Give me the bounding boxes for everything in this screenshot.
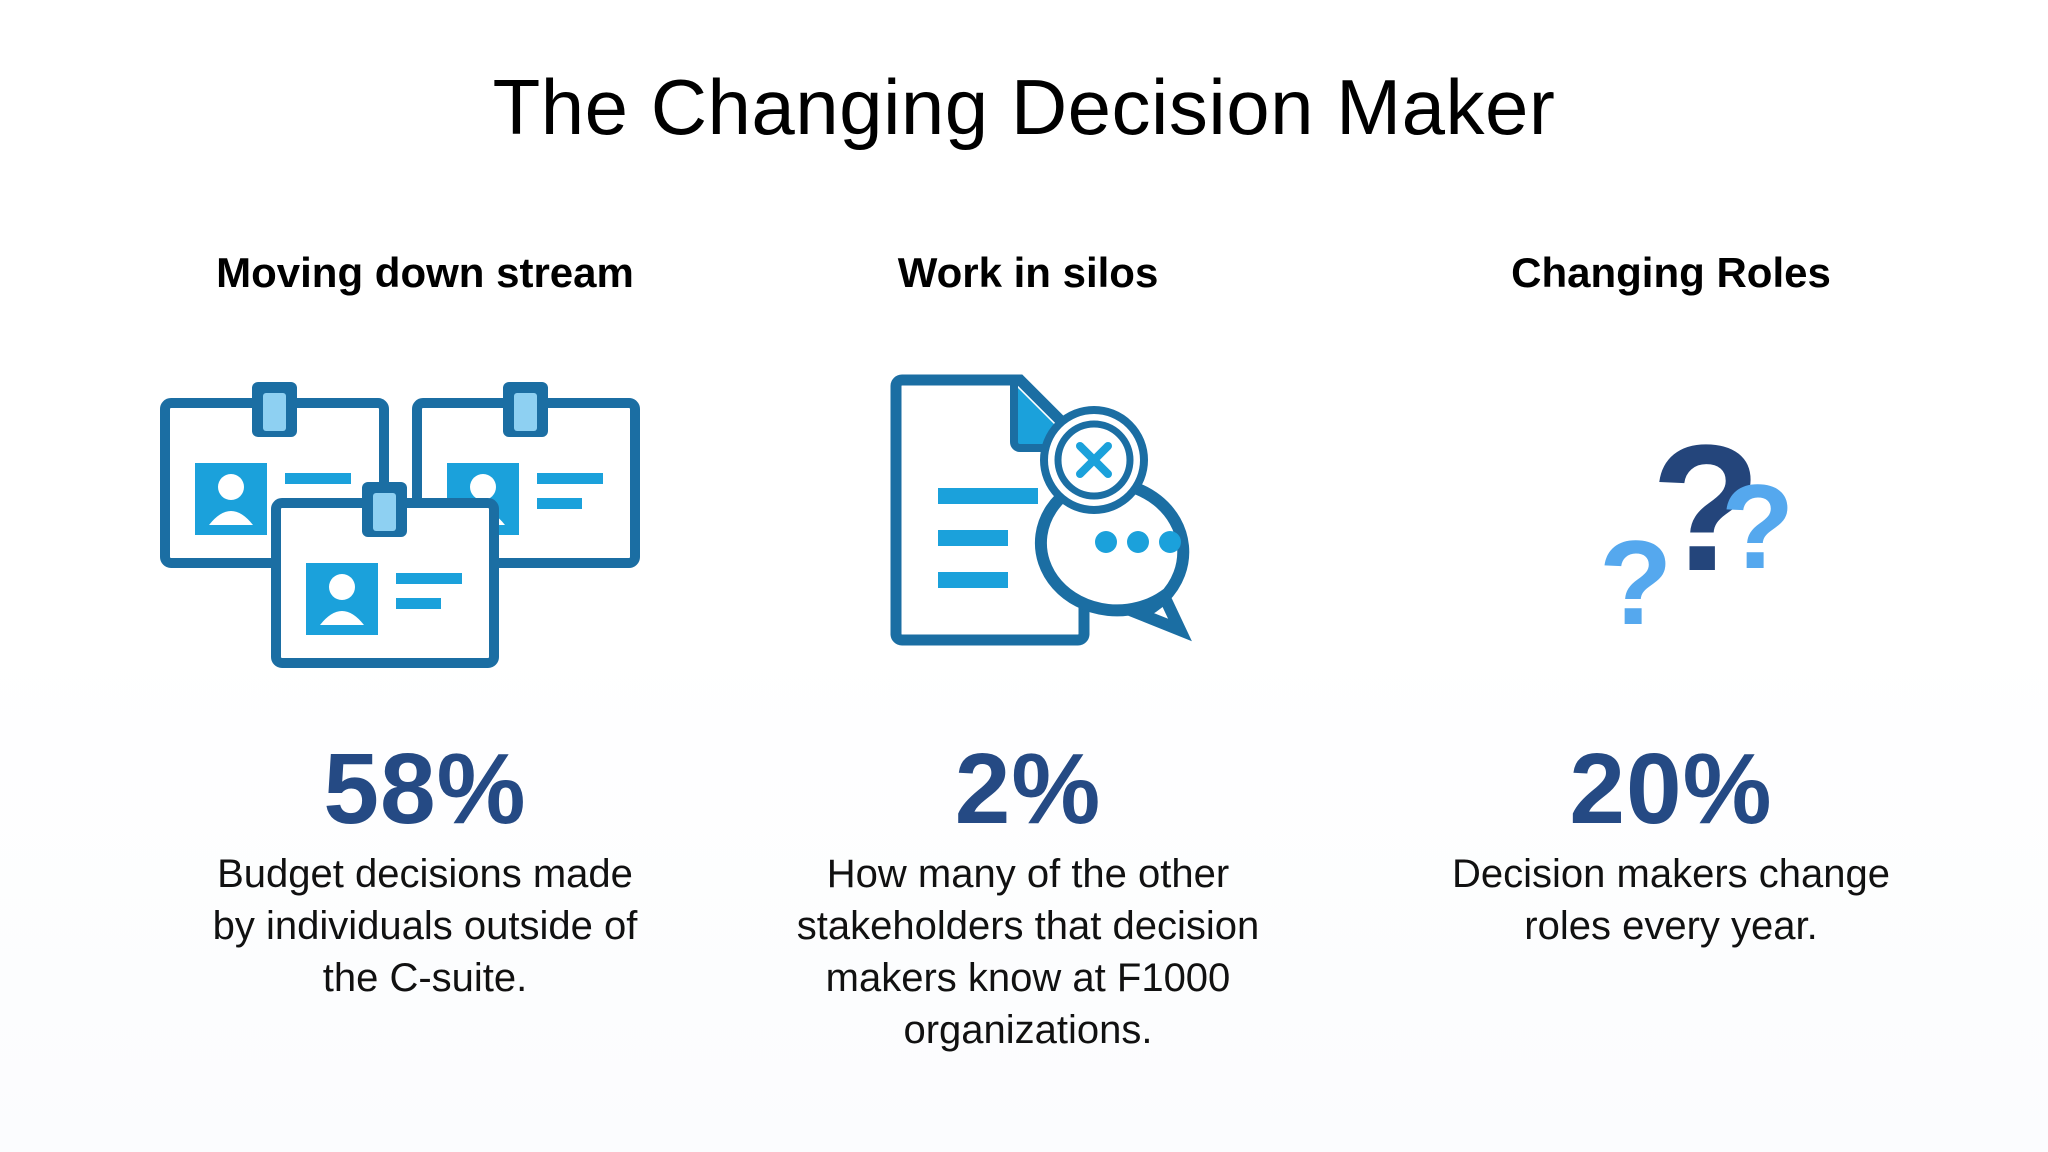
large-question-mark: ?: [1651, 408, 1761, 609]
column-changing-roles: Changing Roles ? ? ? 20% Decision makers…: [1331, 0, 2011, 1152]
document-chat-icon: [688, 370, 1368, 670]
description-line: the C-suite.: [322, 956, 528, 1000]
description-line: stakeholders that decision: [796, 904, 1260, 948]
question-marks-icon: ? ? ?: [1331, 370, 2011, 670]
description-line: roles every year.: [1524, 904, 1818, 948]
stat-description: How many of the other stakeholders that …: [688, 848, 1368, 1056]
description-line: Budget decisions made: [217, 852, 633, 896]
document-chat-graphic: [890, 374, 1192, 646]
slide-title: The Changing Decision Maker: [492, 63, 1556, 151]
column-work-in-silos: Work in silos 2%: [688, 0, 1368, 1152]
description-line: How many of the other: [826, 852, 1230, 896]
stat-value: 20%: [1569, 733, 1773, 845]
stat-value: 2%: [954, 733, 1102, 845]
question-marks-graphic: ? ? ?: [1599, 408, 1794, 650]
description-line: organizations.: [903, 1008, 1153, 1052]
stat-description: Budget decisions made by individuals out…: [85, 848, 765, 1004]
medium-question-mark: ?: [1721, 460, 1794, 594]
description-line: makers know at F1000: [825, 956, 1231, 1000]
id-badges-graphic: [160, 382, 640, 668]
stat-description: Decision makers change roles every year.: [1331, 848, 2011, 952]
stat-value: 58%: [323, 733, 527, 845]
column-heading: Changing Roles: [1511, 249, 1831, 296]
column-moving-down-stream: Moving down stream: [85, 0, 765, 1152]
description-line: Decision makers change: [1452, 852, 1890, 896]
column-heading: Work in silos: [897, 249, 1159, 296]
id-badges-icon: [85, 370, 765, 670]
description-line: by individuals outside of: [212, 904, 638, 948]
column-heading: Moving down stream: [216, 249, 634, 296]
small-question-mark: ?: [1599, 516, 1672, 650]
